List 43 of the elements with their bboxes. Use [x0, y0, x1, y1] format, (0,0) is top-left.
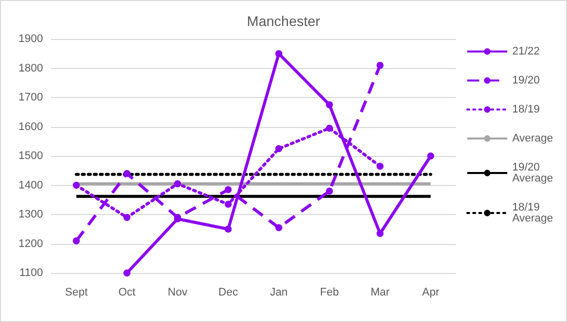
x-tick-label: Mar [370, 286, 390, 298]
point [224, 200, 232, 208]
x-tick-label: Feb [320, 286, 339, 298]
legend-label: 18/19 [512, 104, 540, 116]
y-tick-label: 1400 [18, 179, 43, 192]
point [72, 237, 80, 244]
x-tick-label: Oct [118, 286, 136, 298]
point [174, 180, 182, 188]
point [376, 162, 384, 170]
point [275, 50, 282, 58]
point [275, 145, 282, 152]
point [326, 188, 333, 195]
legend-label: 19/20 Average [512, 162, 554, 184]
x-tick-label: Nov [168, 286, 188, 298]
point [123, 170, 130, 178]
x-tick-label: Dec [218, 286, 238, 298]
y-tick-label: 1900 [18, 33, 43, 45]
point [275, 224, 282, 232]
point [326, 101, 333, 108]
point [123, 214, 130, 221]
y-tick-label: 1600 [18, 120, 43, 133]
y-tick-label: 1800 [18, 62, 43, 74]
legend-label: 18/19 Average [512, 202, 554, 224]
x-tick-label: Sept [64, 286, 88, 298]
legend-label: 21/22 [512, 46, 540, 58]
y-tick-label: 1500 [18, 150, 43, 162]
point [72, 182, 80, 189]
point [376, 62, 384, 69]
point [376, 230, 384, 238]
legend-label: Average [512, 132, 554, 144]
point [326, 124, 333, 132]
point [224, 226, 232, 233]
y-tick-label: 1100 [19, 267, 43, 279]
point [427, 152, 434, 160]
point [224, 186, 232, 194]
y-tick-label: 1200 [18, 238, 43, 250]
y-tick-label: 1300 [18, 208, 43, 220]
point [123, 270, 130, 276]
chart-title: Manchester [246, 13, 320, 29]
legend-label: 19/20 [512, 74, 540, 86]
y-tick-label: 1700 [18, 92, 43, 104]
x-tick-label: Apr [422, 286, 440, 298]
x-tick-label: Jan [270, 286, 288, 298]
